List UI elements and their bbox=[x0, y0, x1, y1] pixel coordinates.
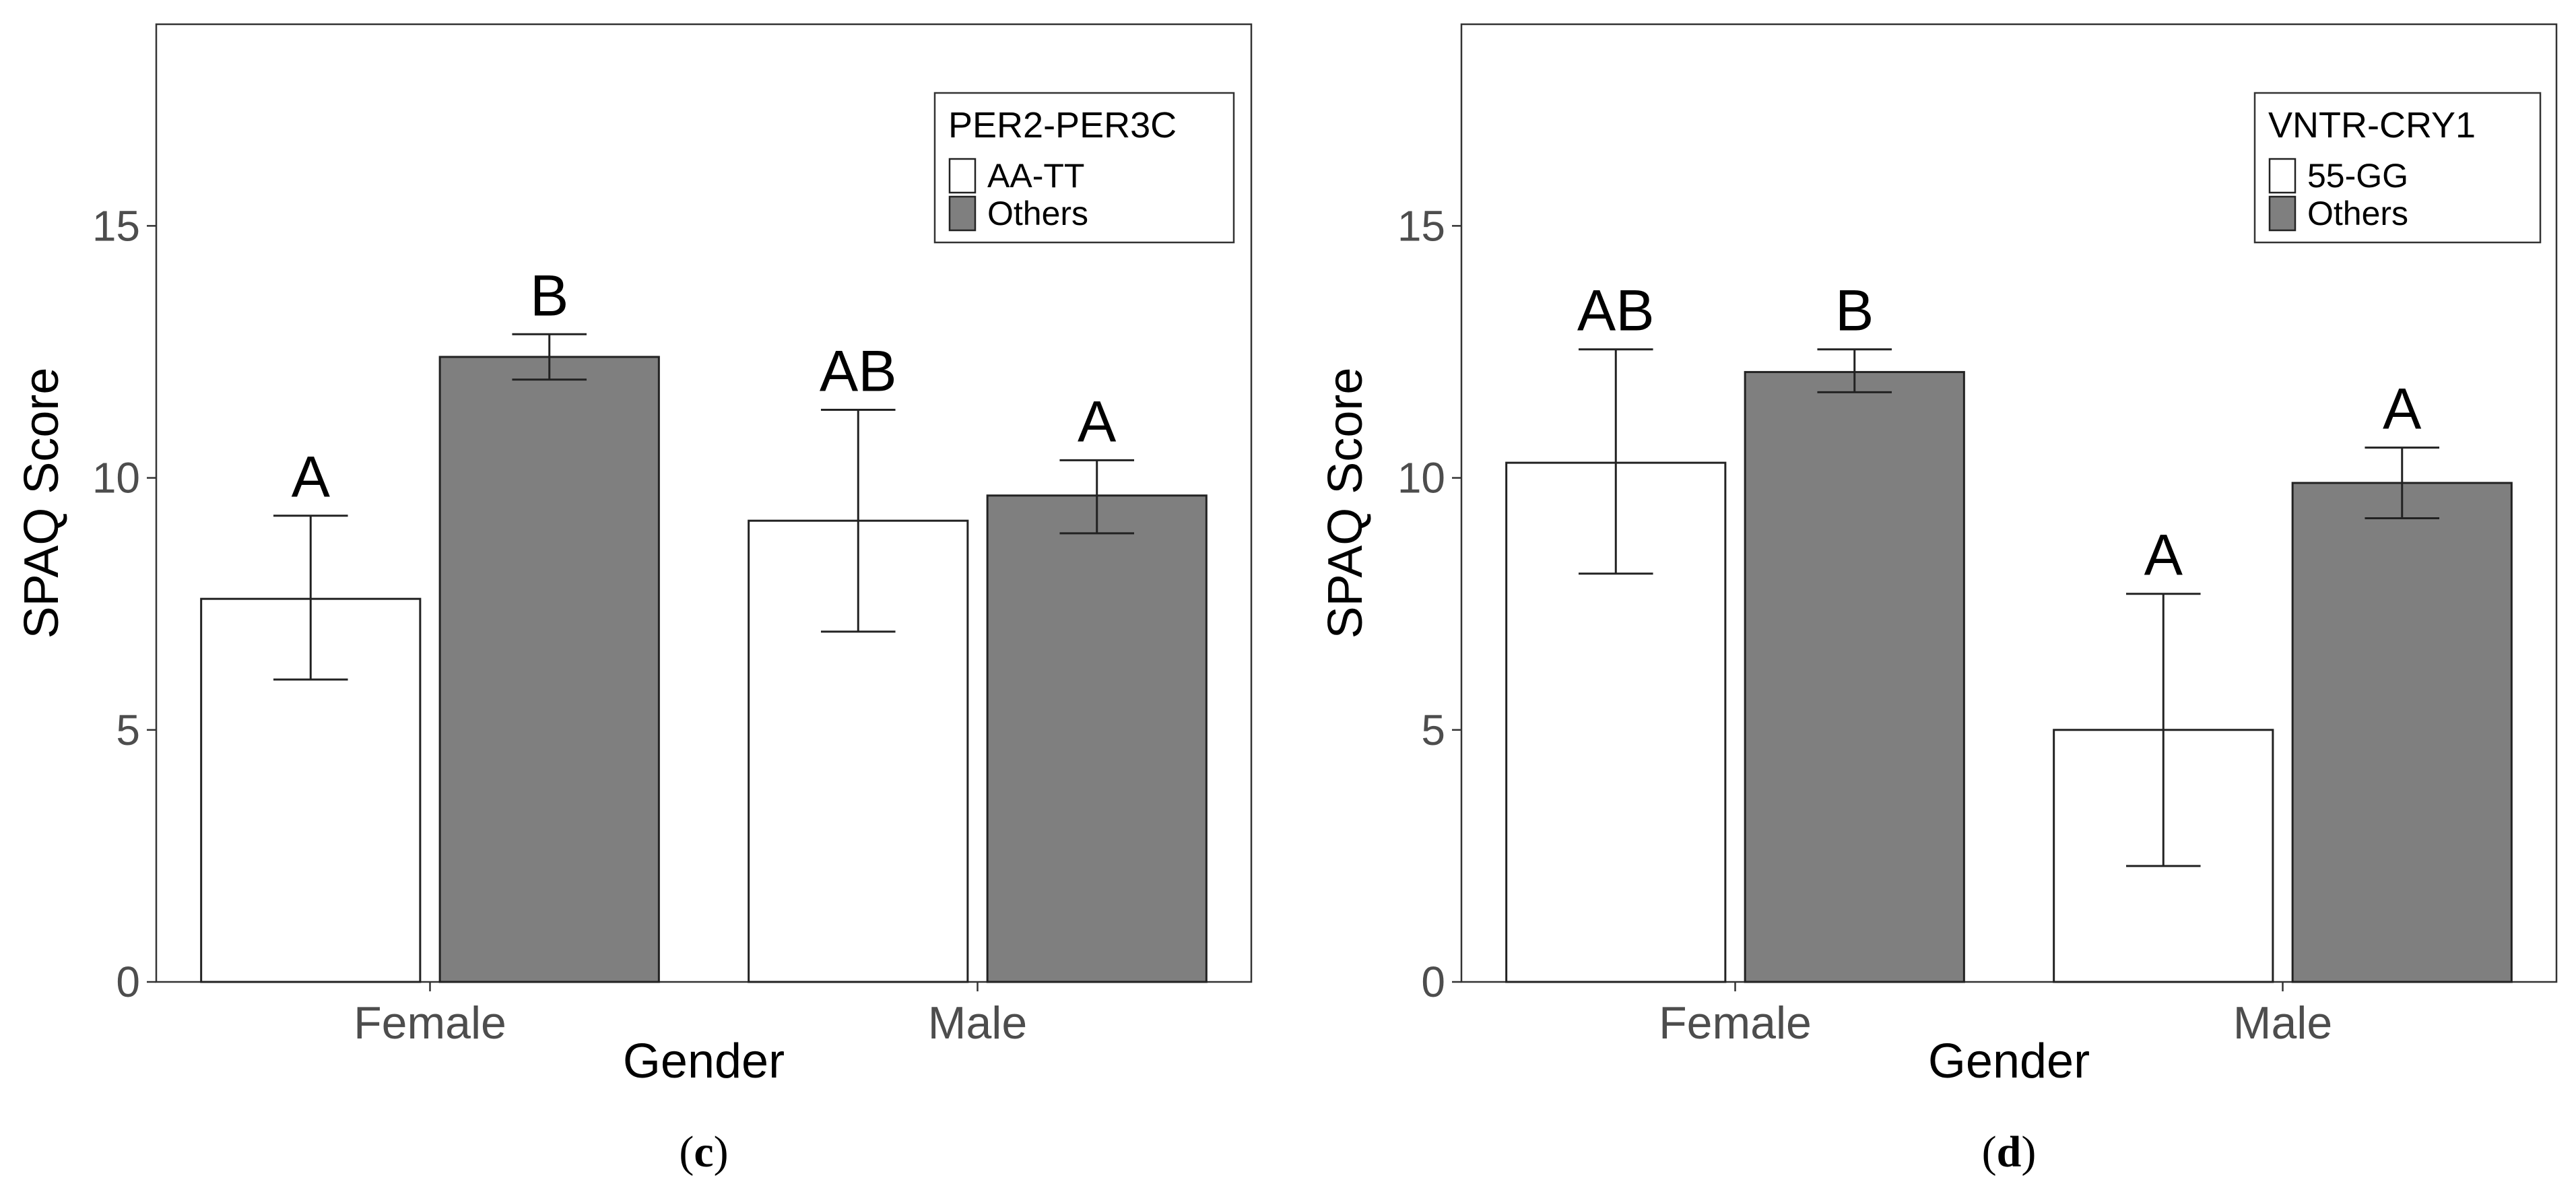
panel-d: 0 5 10 15 AB B Female A A Male Gender SPAQ Score VNT… bbox=[1319, 23, 2558, 1177]
bar-others-male bbox=[986, 494, 1208, 983]
error-bar bbox=[2365, 447, 2440, 519]
legend-title: PER2-PER3C bbox=[948, 105, 1177, 145]
panel-caption: (c) bbox=[679, 1127, 728, 1177]
y-tick-label: 10 bbox=[92, 454, 140, 502]
panel-label: d bbox=[1997, 1127, 2022, 1177]
error-bar bbox=[1578, 348, 1653, 575]
significance-letter: A bbox=[2144, 523, 2183, 588]
x-axis-title: Gender bbox=[623, 1034, 785, 1088]
panel-label: c bbox=[694, 1127, 713, 1177]
legend-key-swatch bbox=[948, 195, 977, 232]
x-tick-label: Male bbox=[928, 997, 1027, 1049]
significance-letter: A bbox=[1078, 389, 1117, 454]
plot-frame bbox=[1460, 23, 2558, 983]
x-axis-title: Gender bbox=[1928, 1034, 2090, 1088]
error-bar bbox=[273, 515, 348, 681]
error-bar bbox=[1059, 459, 1135, 535]
legend-key-swatch bbox=[948, 158, 977, 194]
legend-key-label: AA-TT bbox=[987, 157, 1084, 195]
error-bar bbox=[820, 409, 896, 633]
caption-paren-close: ) bbox=[2021, 1127, 2036, 1177]
y-tick-label: 10 bbox=[1397, 454, 1445, 502]
legend-key-swatch bbox=[2268, 195, 2297, 232]
significance-letter: AB bbox=[820, 339, 897, 404]
legend-box bbox=[2253, 92, 2542, 244]
caption-paren-close: ) bbox=[714, 1127, 729, 1177]
caption-paren-open: ( bbox=[1982, 1127, 1997, 1177]
legend-key-label: 55-GG bbox=[2307, 157, 2408, 195]
bar-others-female bbox=[1744, 370, 1965, 983]
y-tick-label: 5 bbox=[1421, 706, 1445, 754]
legend-box bbox=[933, 92, 1235, 244]
caption-paren-open: ( bbox=[679, 1127, 694, 1177]
significance-letter: AB bbox=[1577, 279, 1655, 343]
x-tick-label: Male bbox=[2233, 997, 2332, 1049]
y-tick-label: 0 bbox=[116, 958, 140, 1006]
y-tick-label: 0 bbox=[1421, 958, 1445, 1006]
significance-letter: B bbox=[530, 263, 568, 328]
significance-letter: A bbox=[2383, 377, 2422, 442]
y-axis-title: SPAQ Score bbox=[15, 368, 69, 639]
legend-key-swatch bbox=[2268, 158, 2297, 194]
significance-letter: A bbox=[292, 445, 331, 510]
y-tick-label: 15 bbox=[92, 201, 140, 250]
panel-caption: (d) bbox=[1982, 1127, 2037, 1177]
legend-title: VNTR-CRY1 bbox=[2268, 105, 2476, 145]
y-tick-label: 5 bbox=[116, 706, 140, 754]
plot-frame bbox=[155, 23, 1253, 983]
legend-key-label: Others bbox=[987, 195, 1088, 232]
error-bar bbox=[512, 333, 587, 381]
error-bar bbox=[2125, 593, 2201, 867]
y-tick-label: 15 bbox=[1397, 201, 1445, 250]
error-bar bbox=[1817, 348, 1892, 393]
bar-others-male bbox=[2291, 482, 2513, 983]
bar-others-female bbox=[438, 356, 660, 983]
legend-key-label: Others bbox=[2307, 195, 2408, 232]
x-tick-label: Female bbox=[1659, 997, 1812, 1049]
y-axis-title: SPAQ Score bbox=[1319, 368, 1373, 639]
significance-letter: B bbox=[1835, 279, 1874, 343]
x-tick-label: Female bbox=[354, 997, 506, 1049]
